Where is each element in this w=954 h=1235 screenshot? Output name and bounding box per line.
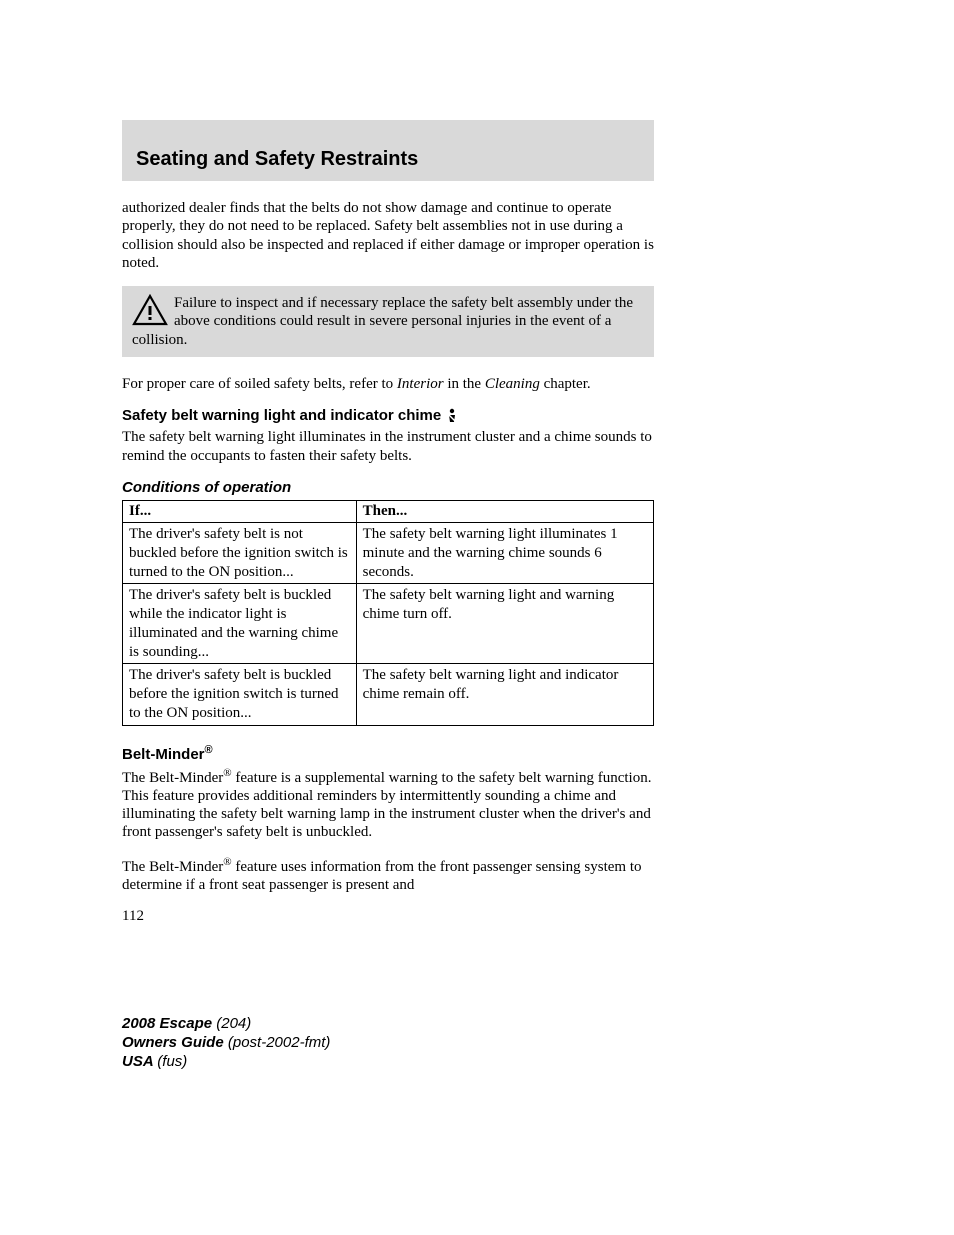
beltminder-paragraph-2: The Belt-Minder® feature uses informatio…	[122, 856, 654, 895]
care-paragraph: For proper care of soiled safety belts, …	[122, 375, 654, 393]
table-cell-then: The safety belt warning light illuminate…	[356, 523, 653, 584]
footer-region: USA	[122, 1053, 157, 1070]
seatbelt-person-icon	[445, 408, 459, 424]
table-header-then: Then...	[356, 501, 653, 523]
table-row: The driver's safety belt is not buckled …	[123, 523, 654, 584]
footer-code-1: (204)	[216, 1015, 251, 1032]
page-container: Seating and Safety Restraints authorized…	[0, 0, 954, 1152]
footer-model: 2008 Escape	[122, 1015, 216, 1032]
footer-guide: Owners Guide	[122, 1034, 228, 1051]
table-header-row: If... Then...	[123, 501, 654, 523]
intro-paragraph: authorized dealer finds that the belts d…	[122, 199, 654, 272]
warning-light-paragraph: The safety belt warning light illuminate…	[122, 428, 654, 465]
care-text-post: chapter.	[540, 376, 591, 392]
bm1-a: The Belt-Minder	[122, 770, 223, 786]
conditions-table: If... Then... The driver's safety belt i…	[122, 500, 654, 726]
table-header-if: If...	[123, 501, 357, 523]
chapter-header-bar: Seating and Safety Restraints	[122, 120, 654, 181]
table-row: The driver's safety belt is buckled whil…	[123, 584, 654, 664]
beltminder-paragraph-1: The Belt-Minder® feature is a supplement…	[122, 767, 654, 842]
heading-conditions: Conditions of operation	[122, 479, 654, 496]
footer-block: 2008 Escape (204) Owners Guide (post-200…	[122, 1015, 654, 1071]
table-cell-if: The driver's safety belt is buckled whil…	[123, 584, 357, 664]
footer-line-1: 2008 Escape (204)	[122, 1015, 654, 1034]
warning-callout: Failure to inspect and if necessary repl…	[122, 286, 654, 357]
registered-symbol: ®	[223, 767, 231, 779]
table-cell-if: The driver's safety belt is not buckled …	[123, 523, 357, 584]
footer-code-2: (post-2002-fmt)	[228, 1034, 331, 1051]
heading-beltminder-text: Belt-Minder	[122, 746, 205, 763]
table-cell-if: The driver's safety belt is buckled befo…	[123, 664, 357, 725]
page-number: 112	[122, 908, 654, 925]
care-italic-2: Cleaning	[485, 376, 540, 392]
bm2-a: The Belt-Minder	[122, 859, 223, 875]
footer-line-3: USA (fus)	[122, 1053, 654, 1072]
registered-symbol: ®	[223, 856, 231, 868]
table-row: The driver's safety belt is buckled befo…	[123, 664, 654, 725]
heading-beltminder: Belt-Minder®	[122, 744, 654, 763]
registered-symbol: ®	[205, 744, 213, 756]
warning-triangle-icon	[132, 294, 168, 326]
care-text-pre: For proper care of soiled safety belts, …	[122, 376, 397, 392]
heading-warning-light: Safety belt warning light and indicator …	[122, 407, 654, 424]
footer-line-2: Owners Guide (post-2002-fmt)	[122, 1034, 654, 1053]
care-italic-1: Interior	[397, 376, 444, 392]
care-text-mid: in the	[444, 376, 485, 392]
table-cell-then: The safety belt warning light and warnin…	[356, 584, 653, 664]
warning-text: Failure to inspect and if necessary repl…	[132, 295, 633, 348]
chapter-title: Seating and Safety Restraints	[136, 148, 418, 170]
heading-warning-light-text: Safety belt warning light and indicator …	[122, 407, 441, 424]
table-cell-then: The safety belt warning light and indica…	[356, 664, 653, 725]
footer-code-3: (fus)	[157, 1053, 187, 1070]
